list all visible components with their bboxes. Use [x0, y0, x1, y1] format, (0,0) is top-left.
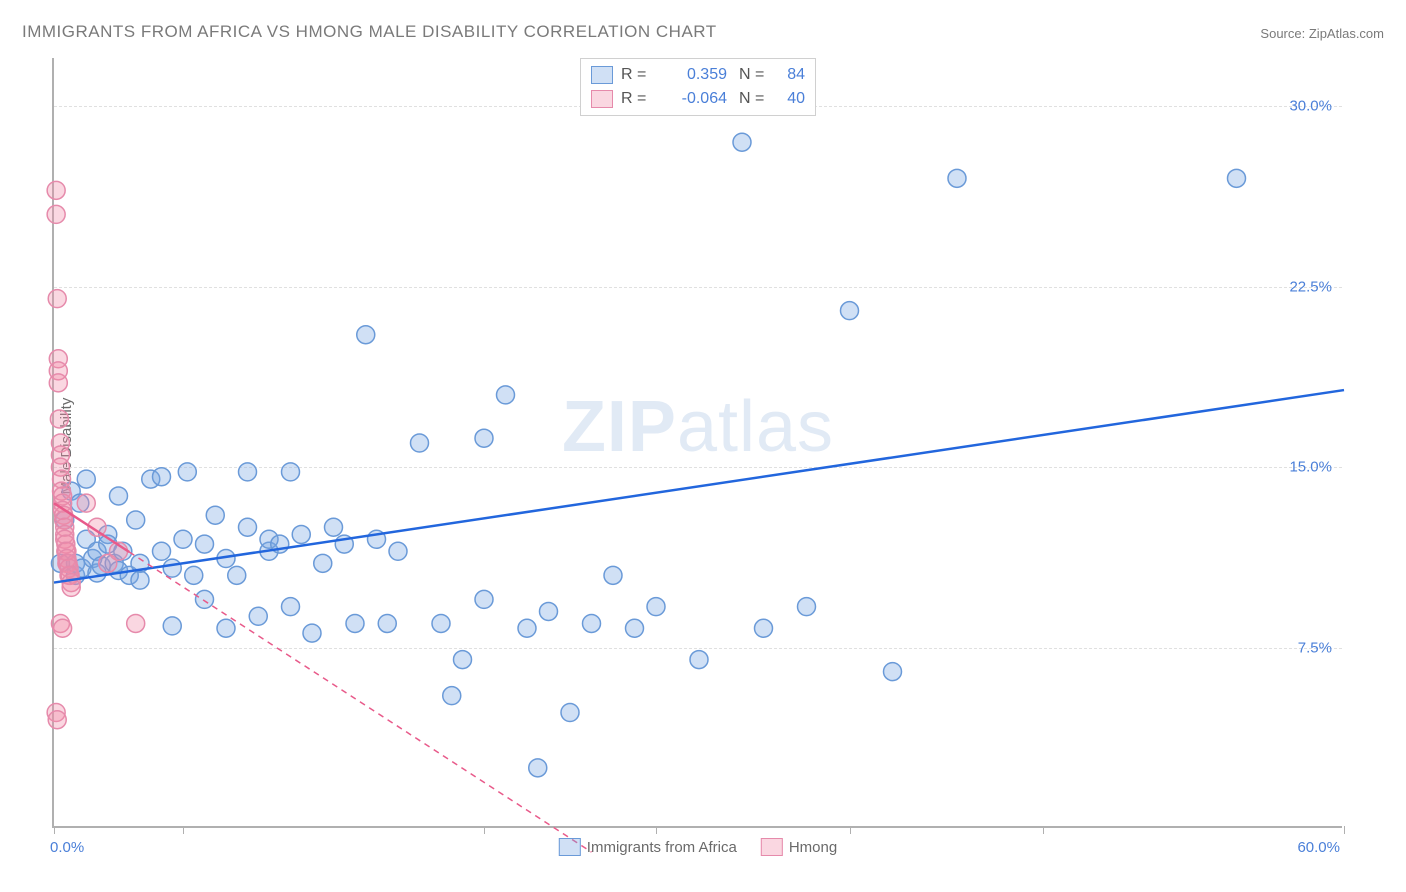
- legend-swatch-africa: [591, 66, 613, 84]
- data-point: [755, 619, 773, 637]
- legend-swatch-africa: [559, 838, 581, 856]
- data-point: [346, 614, 364, 632]
- data-point: [163, 559, 181, 577]
- data-point: [583, 614, 601, 632]
- data-point: [282, 463, 300, 481]
- data-point: [841, 302, 859, 320]
- data-point: [948, 169, 966, 187]
- x-axis-min-label: 0.0%: [50, 839, 84, 856]
- correlation-row-0: R = 0.359 N = 84: [591, 63, 805, 87]
- data-point: [626, 619, 644, 637]
- data-point: [127, 511, 145, 529]
- data-point: [389, 542, 407, 560]
- plot-area: ZIPatlas 7.5%15.0%22.5%30.0% R = 0.359 N…: [52, 58, 1342, 828]
- series-legend: Immigrants from Africa Hmong: [559, 838, 837, 856]
- data-point: [497, 386, 515, 404]
- data-point: [228, 566, 246, 584]
- trend-line-africa: [54, 390, 1344, 583]
- data-point: [174, 530, 192, 548]
- n-value-0: 84: [775, 63, 805, 87]
- legend-item-hmong: Hmong: [761, 838, 837, 856]
- legend-swatch-hmong: [761, 838, 783, 856]
- correlation-legend: R = 0.359 N = 84 R = -0.064 N = 40: [580, 58, 816, 116]
- n-label: N =: [739, 87, 767, 111]
- r-value-0: 0.359: [657, 63, 727, 87]
- data-point: [357, 326, 375, 344]
- data-point: [292, 525, 310, 543]
- trend-line-hmong-dashed: [129, 552, 591, 852]
- data-point: [884, 663, 902, 681]
- x-tick: [1344, 826, 1345, 834]
- data-point: [77, 470, 95, 488]
- data-point: [454, 651, 472, 669]
- legend-label-0: Immigrants from Africa: [587, 839, 737, 856]
- x-tick: [54, 826, 55, 834]
- chart-title: IMMIGRANTS FROM AFRICA VS HMONG MALE DIS…: [22, 22, 717, 42]
- data-point: [153, 468, 171, 486]
- data-point: [239, 463, 257, 481]
- data-point: [475, 590, 493, 608]
- data-point: [475, 429, 493, 447]
- data-point: [163, 617, 181, 635]
- data-point: [196, 535, 214, 553]
- data-point: [47, 181, 65, 199]
- data-point: [49, 374, 67, 392]
- x-tick: [656, 826, 657, 834]
- legend-item-africa: Immigrants from Africa: [559, 838, 737, 856]
- data-point: [529, 759, 547, 777]
- data-point: [77, 494, 95, 512]
- n-value-1: 40: [775, 87, 805, 111]
- data-point: [48, 290, 66, 308]
- r-value-1: -0.064: [657, 87, 727, 111]
- correlation-row-1: R = -0.064 N = 40: [591, 87, 805, 111]
- data-point: [690, 651, 708, 669]
- data-point: [443, 687, 461, 705]
- x-tick: [1043, 826, 1044, 834]
- r-label: R =: [621, 63, 649, 87]
- data-point: [110, 487, 128, 505]
- data-point: [432, 614, 450, 632]
- data-point: [647, 598, 665, 616]
- data-point: [153, 542, 171, 560]
- data-point: [798, 598, 816, 616]
- data-point: [411, 434, 429, 452]
- x-tick: [183, 826, 184, 834]
- data-point: [604, 566, 622, 584]
- n-label: N =: [739, 63, 767, 87]
- data-point: [48, 711, 66, 729]
- data-point: [127, 614, 145, 632]
- source-attribution: Source: ZipAtlas.com: [1260, 26, 1384, 41]
- legend-swatch-hmong: [591, 90, 613, 108]
- scatter-svg: [54, 58, 1342, 826]
- legend-label-1: Hmong: [789, 839, 837, 856]
- x-tick: [850, 826, 851, 834]
- data-point: [50, 410, 68, 428]
- data-point: [540, 602, 558, 620]
- data-point: [518, 619, 536, 637]
- data-point: [282, 598, 300, 616]
- chart-container: IMMIGRANTS FROM AFRICA VS HMONG MALE DIS…: [0, 0, 1406, 892]
- source-label: Source:: [1260, 26, 1305, 41]
- data-point: [239, 518, 257, 536]
- x-axis-max-label: 60.0%: [1297, 839, 1340, 856]
- data-point: [249, 607, 267, 625]
- data-point: [303, 624, 321, 642]
- data-point: [196, 590, 214, 608]
- data-point: [1228, 169, 1246, 187]
- data-point: [733, 133, 751, 151]
- data-point: [206, 506, 224, 524]
- data-point: [217, 619, 235, 637]
- r-label: R =: [621, 87, 649, 111]
- x-tick: [484, 826, 485, 834]
- source-name: ZipAtlas.com: [1309, 26, 1384, 41]
- data-point: [378, 614, 396, 632]
- data-point: [178, 463, 196, 481]
- data-point: [47, 205, 65, 223]
- data-point: [185, 566, 203, 584]
- data-point: [325, 518, 343, 536]
- data-point: [131, 571, 149, 589]
- data-point: [561, 704, 579, 722]
- data-point: [54, 619, 72, 637]
- data-point: [314, 554, 332, 572]
